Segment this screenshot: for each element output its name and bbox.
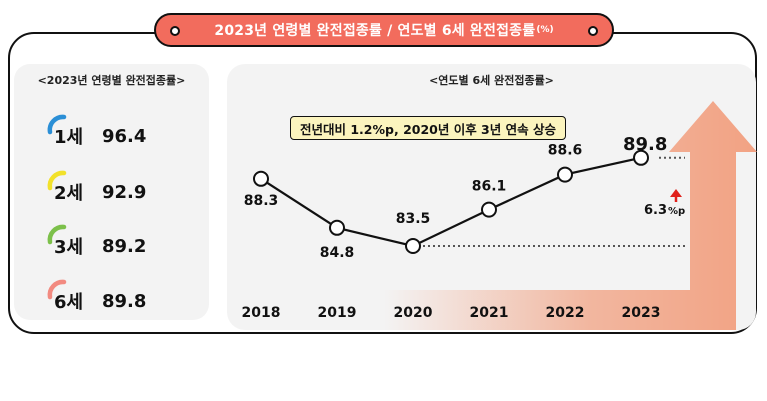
x-tick-label: 2021	[470, 305, 509, 321]
data-point	[405, 238, 421, 254]
arc-icon	[47, 114, 67, 135]
data-label: 84.8	[320, 245, 355, 261]
age-row: 1세 96.4	[47, 114, 147, 151]
growth-arrow	[384, 101, 757, 330]
arc-icon	[47, 279, 67, 300]
delta-value: 6.3	[644, 203, 667, 218]
age-label: 3세	[54, 237, 84, 258]
data-label: 88.3	[244, 193, 279, 209]
x-tick-label: 2023	[622, 305, 661, 321]
yearly-rate-panel: <연도별 6세 완전접종률>	[227, 64, 756, 330]
x-tick-label: 2019	[318, 305, 357, 321]
title-banner: 2023년 연령별 완전접종률 / 연도별 6세 완전접종률 (%)	[154, 13, 614, 47]
bullet-dot-right	[588, 26, 598, 36]
bullet-dot-left	[170, 26, 180, 36]
data-label: 86.1	[472, 179, 507, 195]
data-point	[253, 170, 269, 187]
age-row: 3세 89.2	[47, 224, 147, 261]
x-tick-label: 2020	[394, 305, 433, 321]
age-rate-value: 92.9	[102, 181, 147, 203]
data-point	[557, 166, 573, 183]
arc-icon	[47, 224, 67, 245]
x-tick-label: 2018	[242, 305, 281, 321]
trend-callout: 전년대비 1.2%p, 2020년 이후 3년 연속 상승	[290, 116, 566, 140]
age-row: 6세 89.8	[47, 279, 147, 316]
delta-unit: %p	[668, 206, 685, 217]
main-title: 2023년 연령별 완전접종률 / 연도별 6세 완전접종률	[214, 23, 536, 39]
age-rate-value: 89.2	[102, 235, 147, 257]
age-label: 2세	[54, 183, 84, 204]
data-label: 89.8	[623, 134, 667, 155]
title-unit: (%)	[536, 25, 554, 35]
age-label: 1세	[54, 127, 84, 148]
arc-icon	[47, 170, 67, 191]
data-label: 88.6	[548, 143, 583, 159]
data-point	[481, 201, 497, 218]
series-line	[260, 156, 642, 248]
data-point	[633, 149, 649, 166]
age-rate-value: 89.8	[102, 290, 147, 312]
age-panel-title: <2023년 연령별 완전접종률>	[37, 74, 186, 87]
data-point	[329, 219, 345, 236]
age-row: 2세 92.9	[47, 170, 147, 207]
age-rate-value: 96.4	[102, 125, 147, 147]
age-rate-panel: <2023년 연령별 완전접종률> 1세 96.4 2세 92.9 3세 89.2 6세 89…	[14, 64, 209, 320]
age-label: 6세	[54, 292, 84, 313]
yearly-panel-title: <연도별 6세 완전접종률>	[429, 74, 554, 87]
delta-up-arrow-icon	[670, 189, 682, 197]
x-tick-label: 2022	[546, 305, 585, 321]
data-label: 83.5	[396, 211, 431, 227]
